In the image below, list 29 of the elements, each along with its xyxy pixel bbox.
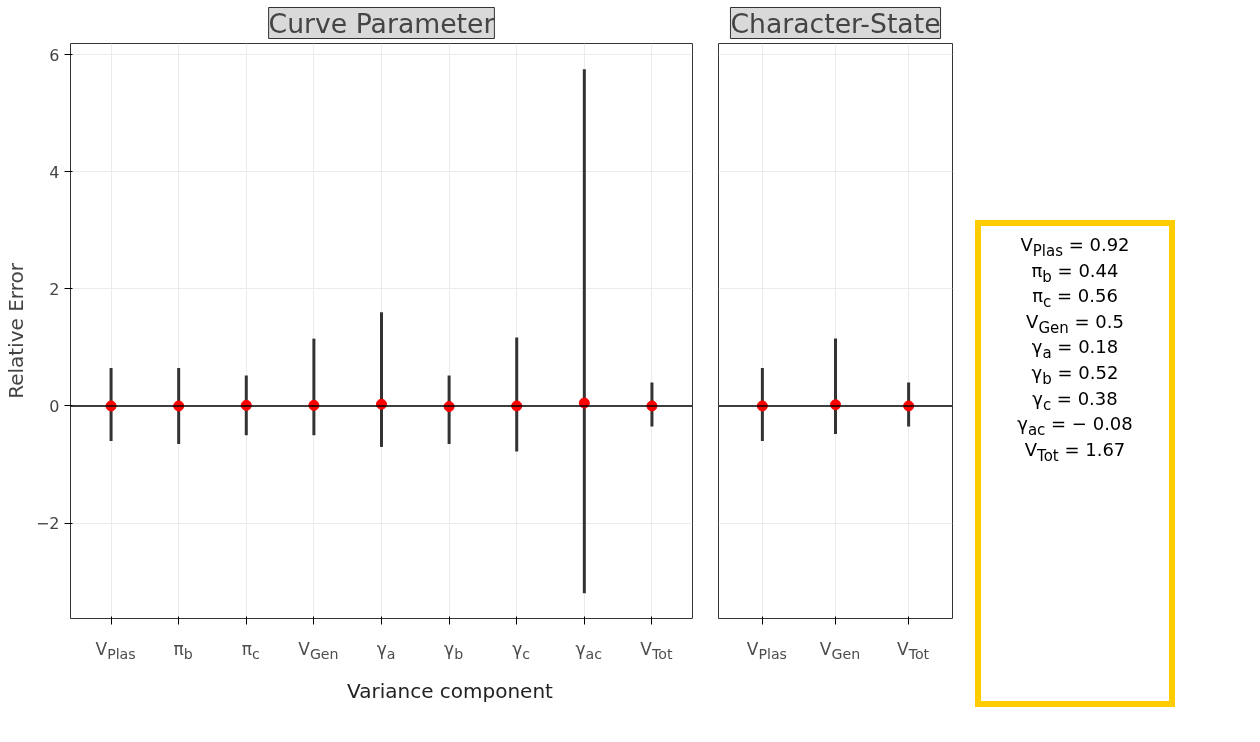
x-tick-label: γ$_{b}$ (444, 638, 464, 665)
y-tick-label: 4 (49, 162, 60, 182)
text: π$_{c}$ = 0.56 (1031, 285, 1119, 311)
y-tick-label: 0 (49, 396, 60, 416)
chart-title: Character-State (730, 7, 941, 39)
x-tick-label: V$_{Tot}$ (897, 638, 930, 665)
text: V$_{Plas}$ = 0.92 (1019, 234, 1131, 260)
x-tick-label: V$_{Tot}$ (640, 638, 673, 665)
y-tick-label: −2 (35, 514, 60, 534)
x-tick-label: γ$_{a}$ (376, 638, 396, 665)
text: π$_{b}$ = 0.44 (1030, 259, 1120, 286)
text: γ$_{c}$ = 0.38 (1031, 387, 1119, 414)
x-tick-label: γ$_{c}$ (512, 638, 531, 665)
x-tick-label: V$_{Gen}$ (819, 638, 861, 665)
text: V$_{Tot}$ = 1.67 (1023, 438, 1127, 465)
y-tick-label: 2 (49, 279, 60, 299)
text: γ$_{a}$ = 0.18 (1030, 336, 1120, 362)
x-tick-label: γ$_{ac}$ (575, 638, 603, 665)
text: V$_{Gen}$ = 0.5 (1025, 310, 1125, 337)
x-tick-label: π$_{b}$ (173, 638, 193, 665)
x-tick-label: π$_{c}$ (241, 638, 260, 665)
y-tick-label: 6 (49, 45, 60, 65)
text: γ$_{ac}$ = − 0.08 (1017, 413, 1133, 439)
text: γ$_{b}$ = 0.52 (1030, 361, 1120, 388)
x-axis-title: Variance component (347, 678, 553, 705)
x-tick-label: V$_{Gen}$ (298, 638, 339, 665)
x-tick-label: V$_{Plas}$ (746, 638, 787, 665)
y-axis-title: Relative Error (3, 262, 28, 399)
x-tick-label: V$_{Plas}$ (95, 638, 136, 665)
